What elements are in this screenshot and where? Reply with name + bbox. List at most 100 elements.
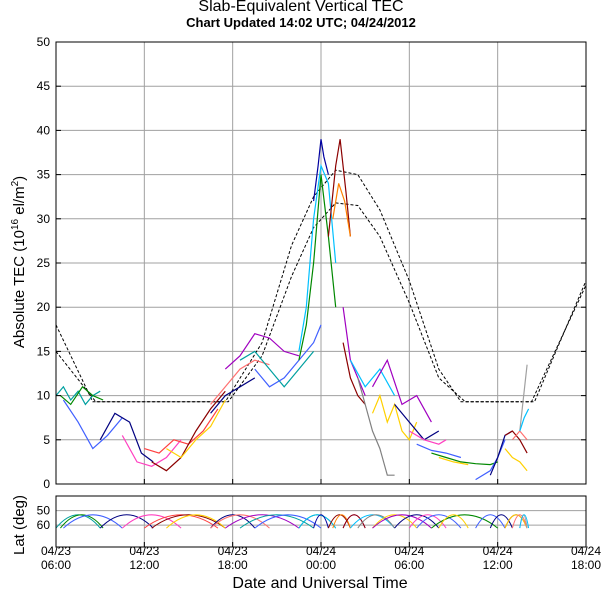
lat-tick-label: 50: [37, 504, 51, 518]
series-line: [144, 408, 219, 454]
series-line: [60, 385, 104, 406]
lat-track: [357, 514, 396, 529]
y-tick-label: 45: [37, 79, 51, 93]
grid-lines: [56, 42, 586, 547]
series-line: [408, 430, 447, 445]
lat-track: [166, 514, 226, 529]
series-line: [327, 139, 351, 237]
y-tick-label: 5: [43, 433, 50, 447]
y-tick-label: 30: [37, 212, 51, 226]
series-line: [342, 307, 366, 396]
lat-track: [475, 514, 506, 529]
lat-track: [519, 514, 530, 529]
series-line: [210, 377, 256, 414]
x-axis-label: Date and Universal Time: [232, 575, 407, 592]
series-line: [166, 399, 226, 459]
series-line: [313, 139, 329, 202]
x-tick-date: 04/24: [571, 544, 601, 558]
lat-track: [239, 514, 314, 529]
y-tick-label: 15: [37, 344, 51, 358]
series-line: [298, 174, 337, 361]
lat-track: [151, 514, 226, 529]
y-tick-label: 10: [37, 389, 51, 403]
lat-track: [313, 514, 329, 529]
lat-track: [210, 514, 270, 529]
lat-track: [99, 514, 154, 529]
series-line: [224, 332, 300, 370]
series-line: [431, 452, 498, 466]
x-tick-date: 04/24: [394, 544, 424, 558]
lat-track: [225, 514, 300, 529]
y-tick-label: 0: [43, 477, 50, 491]
lat-track: [511, 514, 528, 529]
x-tick-time: 00:00: [306, 558, 336, 572]
series-line: [332, 183, 351, 237]
latitude-panel: [55, 514, 530, 529]
lat-track: [416, 514, 462, 529]
lat-track: [298, 514, 337, 529]
x-tick-date: 04/24: [306, 544, 336, 558]
series-line: [511, 430, 528, 441]
lat-tick-label: 60: [37, 518, 51, 532]
series-line: [371, 393, 418, 441]
series-line: [239, 350, 315, 388]
x-tick-date: 04/24: [483, 544, 513, 558]
series-line: [504, 448, 528, 472]
x-tick-time: 06:00: [394, 558, 424, 572]
lat-track: [210, 514, 256, 529]
y-tick-label: 40: [37, 123, 51, 137]
series-line: [357, 377, 395, 476]
series-line: [349, 359, 396, 396]
lat-track: [372, 514, 418, 529]
series-line: [394, 404, 440, 441]
series-line: [371, 358, 432, 423]
lat-track: [504, 514, 528, 529]
series-line: [504, 430, 528, 454]
series-line: [519, 408, 530, 432]
lat-track: [431, 514, 499, 529]
x-tick-date: 04/23: [218, 544, 248, 558]
lat-track: [327, 514, 351, 529]
y-tick-label: 35: [37, 168, 51, 182]
lat-track: [63, 514, 123, 529]
series-line: [475, 439, 506, 481]
lat-track: [332, 514, 351, 529]
lat-track: [121, 514, 182, 529]
series-line: [519, 364, 528, 432]
series-line: [298, 163, 337, 352]
lat-track: [489, 514, 513, 529]
lat-axis-label: Lat (deg): [11, 495, 28, 555]
series-line: [342, 342, 366, 405]
y-tick-label: 25: [37, 256, 51, 270]
lat-track: [438, 514, 469, 529]
series-line: [151, 390, 226, 472]
series-line: [416, 443, 462, 459]
series-line: [210, 359, 270, 405]
series-line: [254, 324, 322, 388]
series-line: [438, 456, 469, 466]
lat-track: [372, 514, 432, 529]
series-line: [99, 412, 154, 463]
lat-track: [408, 514, 447, 529]
lat-track: [144, 514, 219, 529]
chart-subtitle: Chart Updated 14:02 UTC; 04/24/2012: [186, 15, 416, 30]
data-series: [55, 139, 530, 481]
series-line: [62, 399, 123, 450]
lat-track: [342, 514, 366, 529]
x-tick-time: 12:00: [129, 558, 159, 572]
x-axis-ticks: 04/2306:0004/2312:0004/2318:0004/2400:00…: [41, 479, 601, 572]
y-tick-label: 50: [37, 35, 51, 49]
x-tick-time: 06:00: [41, 558, 71, 572]
lat-track: [394, 514, 440, 529]
lat-track: [60, 514, 104, 529]
chart-title: Slab-Equivalent Vertical TEC: [198, 0, 404, 15]
x-tick-time: 12:00: [483, 558, 513, 572]
y-axis-label: Absolute TEC (1016 el/m2): [10, 176, 28, 348]
lat-track: [350, 514, 395, 529]
x-tick-time: 18:00: [571, 558, 601, 572]
x-tick-date: 04/23: [129, 544, 159, 558]
y-tick-label: 20: [37, 300, 51, 314]
x-tick-date: 04/23: [41, 544, 71, 558]
